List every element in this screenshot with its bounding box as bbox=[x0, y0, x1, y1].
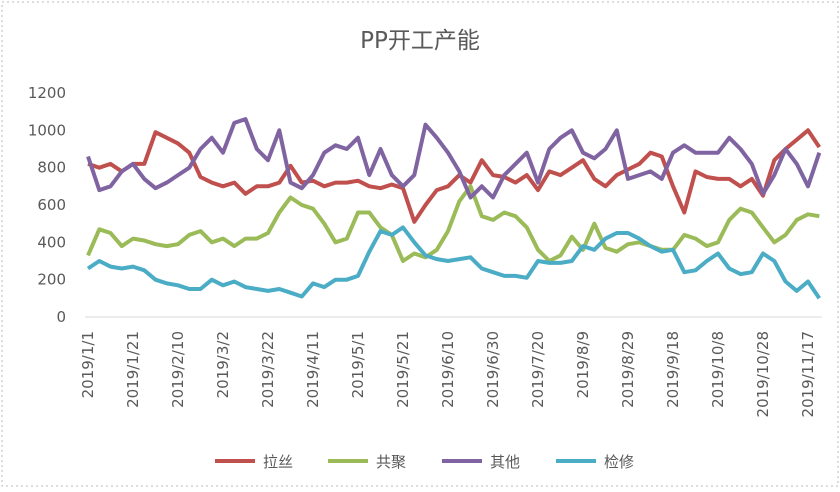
x-tick-label: 2019/8/9 bbox=[574, 331, 592, 398]
y-tick-label: 0 bbox=[56, 308, 66, 326]
x-tick-label: 2019/2/10 bbox=[169, 331, 187, 408]
x-tick-label: 2019/3/22 bbox=[259, 331, 277, 408]
series-line bbox=[86, 117, 822, 200]
x-tick-label: 2019/11/17 bbox=[799, 331, 817, 417]
legend-label: 其他 bbox=[490, 453, 520, 471]
series-line bbox=[86, 225, 821, 300]
x-tick-label: 2019/5/21 bbox=[394, 331, 412, 408]
y-tick-label: 400 bbox=[37, 233, 66, 251]
x-tick-label: 2019/7/20 bbox=[529, 331, 547, 408]
x-tick-label: 2019/8/29 bbox=[619, 331, 637, 408]
y-tick-label: 800 bbox=[37, 159, 66, 177]
x-tick-label: 2019/9/18 bbox=[664, 331, 682, 408]
y-tick-label: 1200 bbox=[28, 84, 66, 102]
chart-title: PP开工产能 bbox=[360, 28, 480, 54]
x-tick-label: 2019/6/30 bbox=[484, 331, 502, 408]
y-tick-label: 1000 bbox=[28, 121, 66, 139]
x-tick-label: 2019/10/28 bbox=[754, 331, 772, 417]
x-tick-label: 2019/1/21 bbox=[124, 331, 142, 408]
legend-label: 检修 bbox=[604, 453, 634, 471]
x-tick-label: 2019/3/2 bbox=[214, 331, 232, 398]
y-tick-label: 200 bbox=[37, 271, 66, 289]
x-tick-label: 2019/1/1 bbox=[79, 331, 97, 398]
x-tick-label: 2019/6/10 bbox=[439, 331, 457, 408]
x-tick-label: 2019/4/11 bbox=[304, 331, 322, 408]
legend-label: 拉丝 bbox=[263, 453, 293, 471]
series-line bbox=[86, 184, 820, 263]
x-tick-label: 2019/10/8 bbox=[709, 331, 727, 408]
legend-label: 共聚 bbox=[376, 453, 406, 471]
x-tick-label: 2019/5/1 bbox=[349, 331, 367, 398]
series-line bbox=[87, 128, 821, 224]
y-tick-label: 600 bbox=[37, 196, 66, 214]
